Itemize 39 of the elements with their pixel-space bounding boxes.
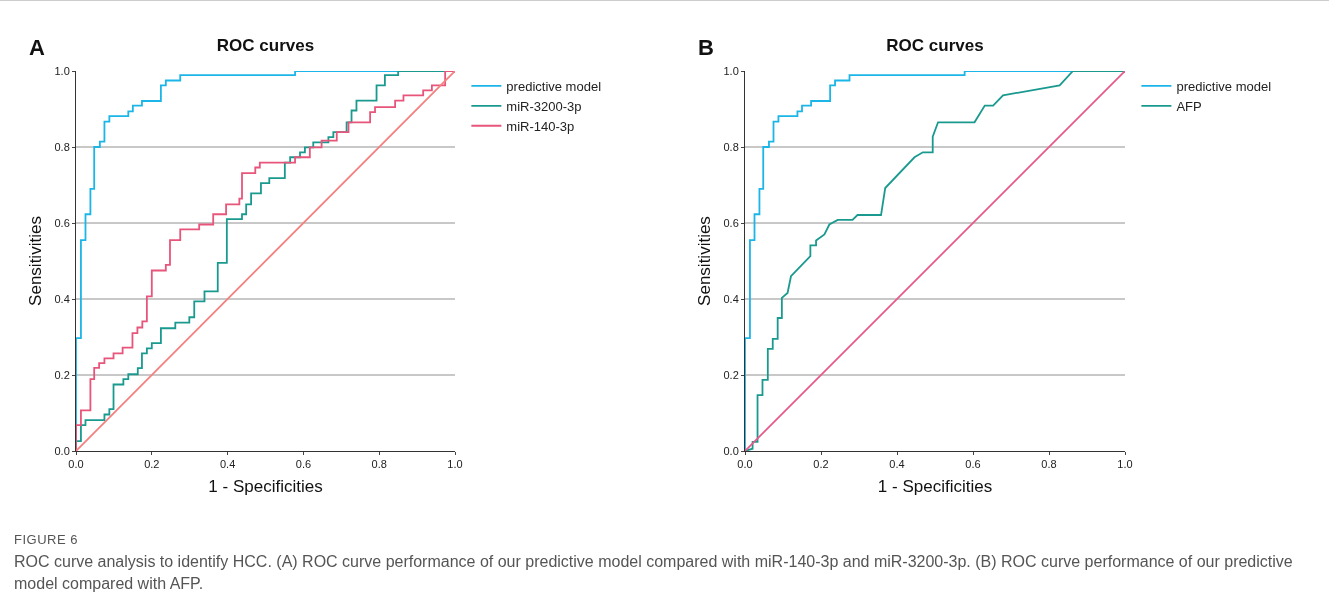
y-tick-label: 0.2 — [54, 368, 70, 381]
y-tick-label: 1.0 — [723, 64, 739, 77]
text: B — [698, 35, 714, 60]
x-tick-label: 0.6 — [965, 458, 981, 471]
x-tick-label: 0.4 — [889, 458, 905, 471]
chart-title: ROC curves — [886, 35, 984, 55]
x-tick-label: 1.0 — [1117, 458, 1133, 471]
x-tick-label: 1.0 — [447, 458, 463, 471]
x-tick-label: 0.8 — [1041, 458, 1057, 471]
x-tick-label: 0.8 — [371, 458, 387, 471]
y-tick-label: 0.8 — [723, 140, 739, 153]
y-tick-label: 0.8 — [54, 140, 70, 153]
y-tick-label: 0.6 — [723, 216, 739, 229]
y-axis-title: Sensitivities — [695, 216, 715, 306]
x-axis-title: 1 - Specificities — [208, 476, 323, 496]
x-tick-label: 0.0 — [68, 458, 84, 471]
legend-label: miR-3200-3p — [506, 98, 582, 114]
y-tick-label: 0.2 — [723, 368, 739, 381]
x-axis-title: 1 - Specificities — [877, 476, 993, 496]
y-axis-title: Sensitivities — [26, 216, 46, 306]
text: ROC curve analysis to identify HCC. (A) ROC curve performance of our predictive model compared with miR-140-3p and miR-3200-3p. (B) ROC curve performance of our predictive model compared with AFP. — [14, 552, 1294, 594]
x-tick-label: 0.2 — [144, 458, 160, 471]
chart-title: ROC curves — [216, 35, 315, 55]
x-tick-label: 0.4 — [219, 458, 236, 471]
x-tick-label: 0.6 — [295, 458, 312, 471]
y-tick-label: 1.0 — [54, 64, 70, 77]
y-tick-label: 0.0 — [54, 444, 70, 457]
x-tick-label: 0.2 — [813, 458, 829, 471]
legend-label: miR-140-3p — [506, 118, 575, 134]
caption: FIGURE 6 — [14, 531, 79, 549]
y-tick-label: 0.6 — [54, 216, 70, 229]
y-tick-label: 0.4 — [723, 292, 739, 305]
legend-label: predictive model — [1176, 79, 1272, 95]
text: A — [29, 35, 45, 60]
y-tick-label: 0.4 — [54, 292, 70, 305]
legend-label: predictive model — [506, 79, 602, 95]
x-tick-label: 0.0 — [737, 458, 753, 471]
legend-label: AFP — [1176, 98, 1202, 114]
y-tick-label: 0.0 — [723, 444, 739, 457]
